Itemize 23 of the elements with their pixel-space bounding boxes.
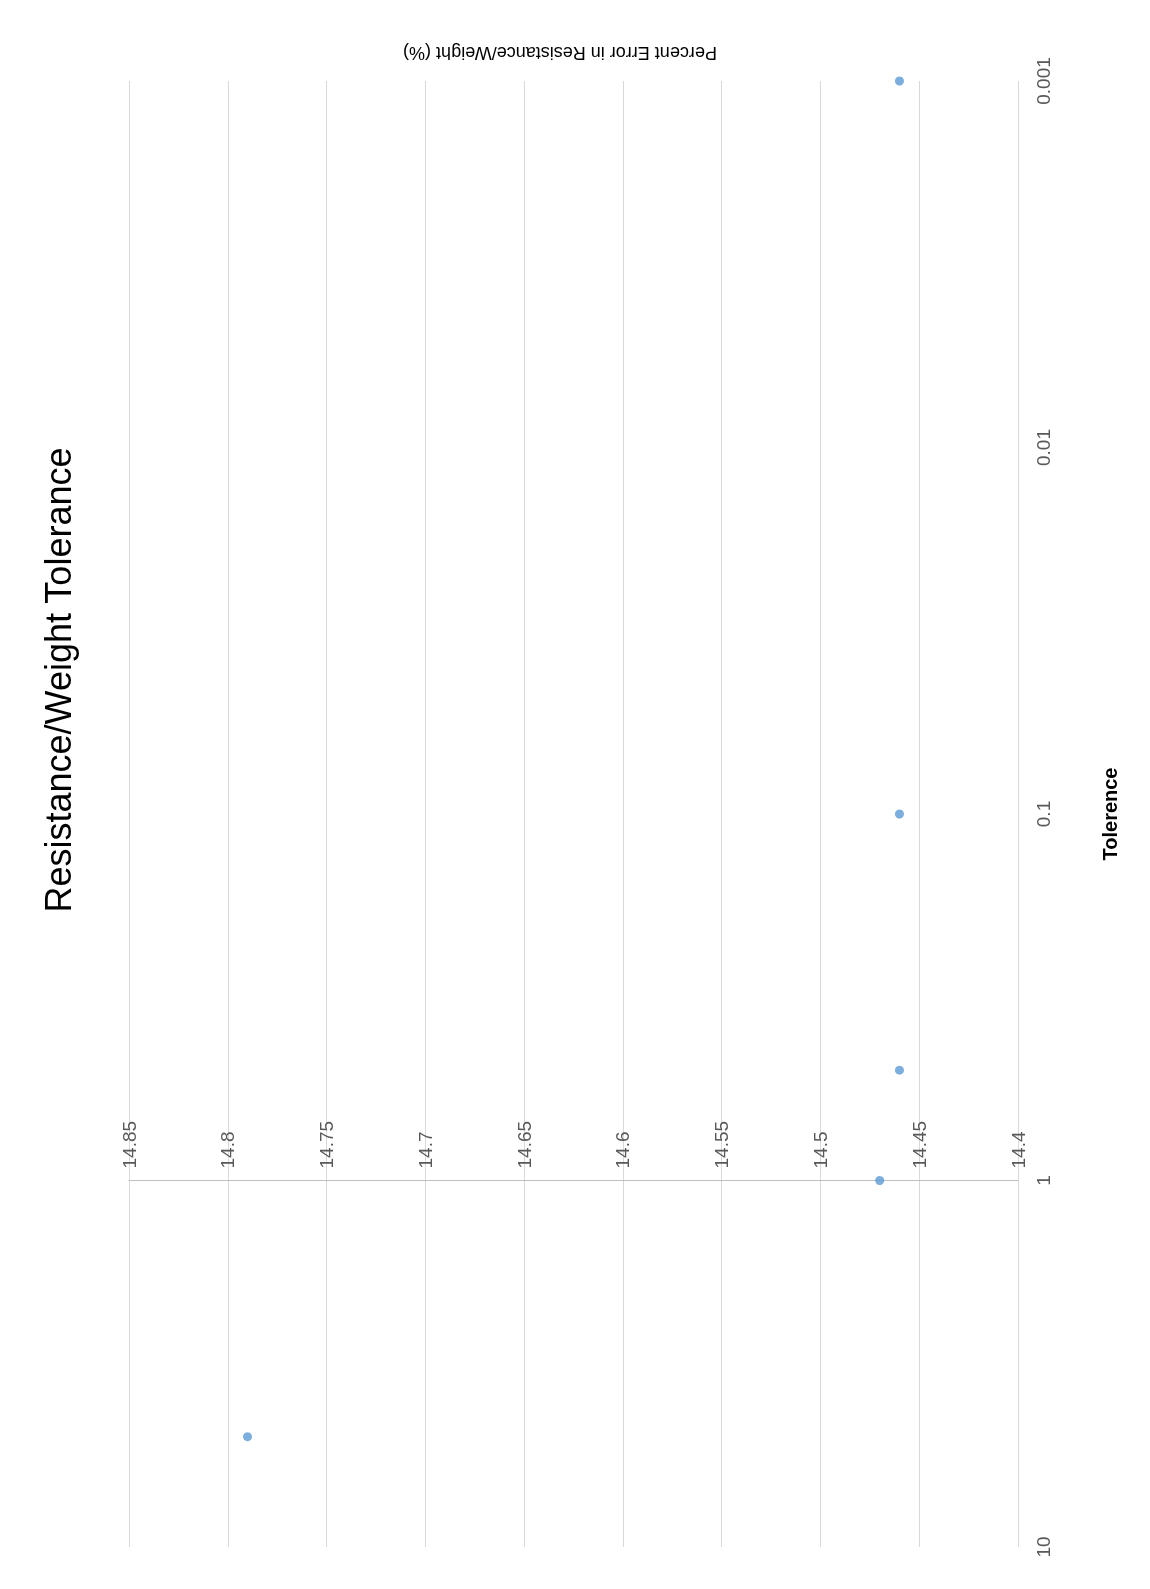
y-tick-label: 1 — [1033, 1175, 1054, 1186]
x-tick-label: 14.85 — [118, 1120, 140, 1169]
y-tick-label: 10 — [1033, 1536, 1054, 1558]
point — [894, 76, 904, 86]
x-tick-label: 14.55 — [711, 1120, 733, 1169]
text: Resistance/Weight Tolerance — [37, 447, 79, 913]
x-tick-label: 14.5 — [809, 1131, 831, 1169]
x-tick-label: 14.45 — [908, 1120, 930, 1169]
y-tick-label: 0.01 — [1033, 429, 1054, 466]
y-tick-label: 0.001 — [1033, 57, 1054, 105]
x-tick-label: 14.7 — [414, 1131, 436, 1169]
point — [894, 1065, 904, 1075]
y-axis-title: Tolerence — [1099, 767, 1121, 861]
x-tick-label: 14.4 — [1007, 1131, 1029, 1169]
x-tick-label: 14.75 — [316, 1120, 338, 1169]
y-tick-label: 0.1 — [1033, 800, 1054, 828]
x-tick-label: 14.8 — [217, 1131, 239, 1169]
point — [875, 1176, 885, 1185]
point — [894, 809, 904, 819]
point — [243, 1432, 253, 1442]
x-axis-title: Percent Error in Resistance/Weight (%) — [403, 43, 717, 63]
x-tick-label: 14.65 — [513, 1120, 535, 1169]
x-tick-label: 14.6 — [612, 1131, 634, 1169]
